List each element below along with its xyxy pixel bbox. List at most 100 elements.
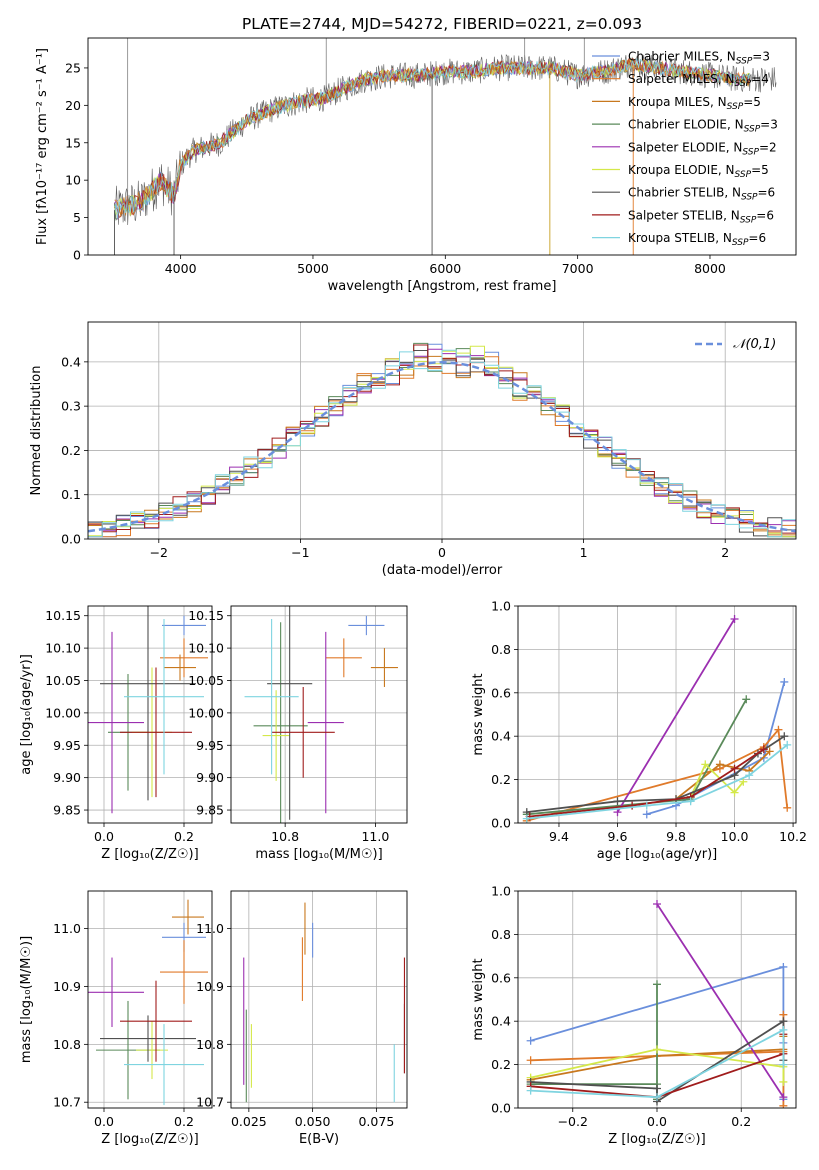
spectrum-ytick-label: 15 xyxy=(65,135,81,150)
weight_vs_age-plot-area xyxy=(518,605,796,824)
spectrum-line-8 xyxy=(114,58,751,219)
spectrum-ytick-label: 0 xyxy=(73,248,81,263)
spectrum-ytick-label: 5 xyxy=(73,210,81,225)
residuals-ytick-label: 0.3 xyxy=(61,399,81,414)
age_vs_mass-point-1 xyxy=(325,638,362,678)
residuals-xtick-label: −2 xyxy=(150,545,168,560)
weight_vs_Z-ytick-label: 0.4 xyxy=(491,1014,511,1029)
weight-marker xyxy=(686,797,695,806)
age_vs_Z-plot-area xyxy=(88,606,212,823)
weight_vs_Z-xlabel: Z [log₁₀(Z/Z☉)] xyxy=(608,1132,705,1147)
residuals-xtick-label: −1 xyxy=(291,545,309,560)
legend-nssp: =5 xyxy=(751,163,769,177)
residuals-ylabel: Normed distribution xyxy=(29,366,44,496)
mass_vs_Z-ylabel: mass [log₁₀(M/M☉)] xyxy=(19,936,34,1063)
mass_vs_EBV-xtick-label: 0.025 xyxy=(231,1114,267,1129)
normal-reference-curve xyxy=(88,361,796,533)
age_vs_Z-point-2 xyxy=(164,654,196,681)
weight-marker xyxy=(715,760,724,769)
mass_vs_Z-point-6 xyxy=(100,1015,196,1062)
weight_vs_age-xtick-label: 9.8 xyxy=(666,829,686,844)
mass_vs_EBV-axes: 0.025 0.050 0.075 10.7 10.8 10.9 11.0 E(B-V) xyxy=(196,890,408,1147)
residuals-plot-area xyxy=(88,322,796,540)
age_vs_Z-point-0 xyxy=(162,615,206,636)
age_vs_mass-xlabel: mass [log₁₀(M/M☉)] xyxy=(255,847,382,862)
residuals-axes: −2 −1 0 1 2 0.0 0.1 0.2 0.3 0.4 (data-model)/error… xyxy=(29,321,797,578)
legend-label: Salpeter STELIB, NSSP=6 xyxy=(628,208,774,225)
weight_vs_Z-series-group xyxy=(526,900,788,1108)
weight_vs_Z-ytick-label: 0.8 xyxy=(491,927,511,942)
weight_vs_age-ytick-label: 0.4 xyxy=(491,729,511,744)
mass_vs_Z-xtick-label: 0.0 xyxy=(94,1114,114,1129)
spectrum-xtick-label: 4000 xyxy=(165,261,197,276)
mass_vs_Z-ytick-label: 10.8 xyxy=(53,1037,81,1052)
weight-marker xyxy=(526,1086,535,1095)
mass_vs_Z-point-2 xyxy=(172,899,204,935)
age_vs_mass-frame xyxy=(230,605,408,824)
mass_vs_EBV-frame xyxy=(230,890,408,1109)
age_vs_Z-ytick-label: 9.95 xyxy=(53,738,81,753)
legend-subscript: SSP xyxy=(736,57,753,67)
mass_vs_EBV-xtick-label: 0.050 xyxy=(295,1114,331,1129)
weight-marker xyxy=(779,1093,788,1102)
age_vs_Z-series-group xyxy=(88,606,208,814)
age_vs_mass-point-5 xyxy=(262,690,290,781)
mass_vs_EBV-xtick-label: 0.075 xyxy=(358,1114,394,1129)
age_vs_Z-point-4 xyxy=(88,631,144,814)
age_vs_mass-ytick-label: 10.05 xyxy=(188,673,224,688)
legend-label: Kroupa STELIB, NSSP=6 xyxy=(628,231,766,248)
weight_vs_Z-xtick-label: −0.2 xyxy=(558,1114,588,1129)
age_vs_Z-axes: 0.0 0.2 9.85 9.90 9.95 10.00 10.05 10.10 10.15 Z … xyxy=(19,605,213,862)
weight-marker xyxy=(526,1036,535,1045)
weight-marker xyxy=(613,797,622,806)
weight-marker xyxy=(765,747,774,756)
weight_vs_Z-ylabel: mass weight xyxy=(471,958,486,1040)
weight-marker xyxy=(653,1084,661,1093)
weight_vs_Z-axes: −0.2 0.0 0.2 0.0 0.2 0.4 0.6 0.8 1.0 Z [log₁₀(Z/Z… xyxy=(471,884,797,1147)
legend-nssp: =3 xyxy=(752,50,770,64)
age_vs_Z-ytick-label: 9.85 xyxy=(53,803,81,818)
weight_vs_Z-ytick-label: 1.0 xyxy=(491,884,511,899)
age_vs_mass-point-3 xyxy=(253,622,308,823)
residuals-ytick-label: 0.1 xyxy=(61,487,81,502)
spectrum-ytick-label: 10 xyxy=(65,173,81,188)
weight_vs_Z-ytick-label: 0.2 xyxy=(491,1057,511,1072)
weight-line xyxy=(530,1048,785,1082)
weight-marker xyxy=(779,1025,788,1034)
weight_vs_age-ytick-label: 0.2 xyxy=(491,772,511,787)
age_vs_Z-point-1 xyxy=(160,638,208,678)
mass_vs_EBV-ytick-label: 10.8 xyxy=(196,1037,224,1052)
residuals-ytick-label: 0.0 xyxy=(61,532,81,547)
weight-marker xyxy=(701,760,710,769)
spectrum-xtick-label: 8000 xyxy=(694,261,726,276)
mass_vs_EBV-ytick-label: 10.7 xyxy=(196,1095,224,1110)
weight_vs_age-series-8 xyxy=(522,740,792,823)
mass_vs_Z-xlabel: Z [log₁₀(Z/Z☉)] xyxy=(101,1132,198,1147)
legend-subscript: SSP xyxy=(735,170,752,180)
weight-line xyxy=(616,618,736,813)
legend-label: Kroupa ELODIE, NSSP=5 xyxy=(628,163,769,180)
weight_vs_age-xtick-label: 9.6 xyxy=(608,829,628,844)
weight-marker xyxy=(642,801,651,810)
weight-marker xyxy=(653,1045,661,1054)
legend-label: Chabrier MILES, NSSP=3 xyxy=(628,50,770,67)
mass_vs_Z-point-1 xyxy=(160,940,208,1004)
weight-marker xyxy=(779,1101,788,1108)
age_vs_Z-ytick-label: 10.10 xyxy=(45,641,81,656)
age_vs_mass-point-0 xyxy=(348,615,385,636)
weight_vs_age-series-6 xyxy=(522,732,789,817)
mass_vs_Z-point-5 xyxy=(136,1021,168,1080)
spectrum-ytick-label: 25 xyxy=(65,60,81,75)
weight-marker xyxy=(653,1093,661,1102)
residuals-frame xyxy=(87,321,797,540)
age_vs_mass-point-7 xyxy=(271,686,335,778)
legend-subscript: SSP xyxy=(732,238,749,248)
mass_vs_Z-ytick-label: 11.0 xyxy=(53,921,81,936)
weight-marker xyxy=(745,771,754,780)
age_vs_mass-ytick-label: 10.10 xyxy=(188,641,224,656)
age_vs_mass-point-4 xyxy=(307,631,344,814)
weight-marker xyxy=(653,980,661,989)
mass_vs_EBV-ytick-label: 11.0 xyxy=(196,921,224,936)
mass_vs_Z-plot-area xyxy=(88,891,212,1108)
age_vs_Z-point-7 xyxy=(120,667,192,798)
